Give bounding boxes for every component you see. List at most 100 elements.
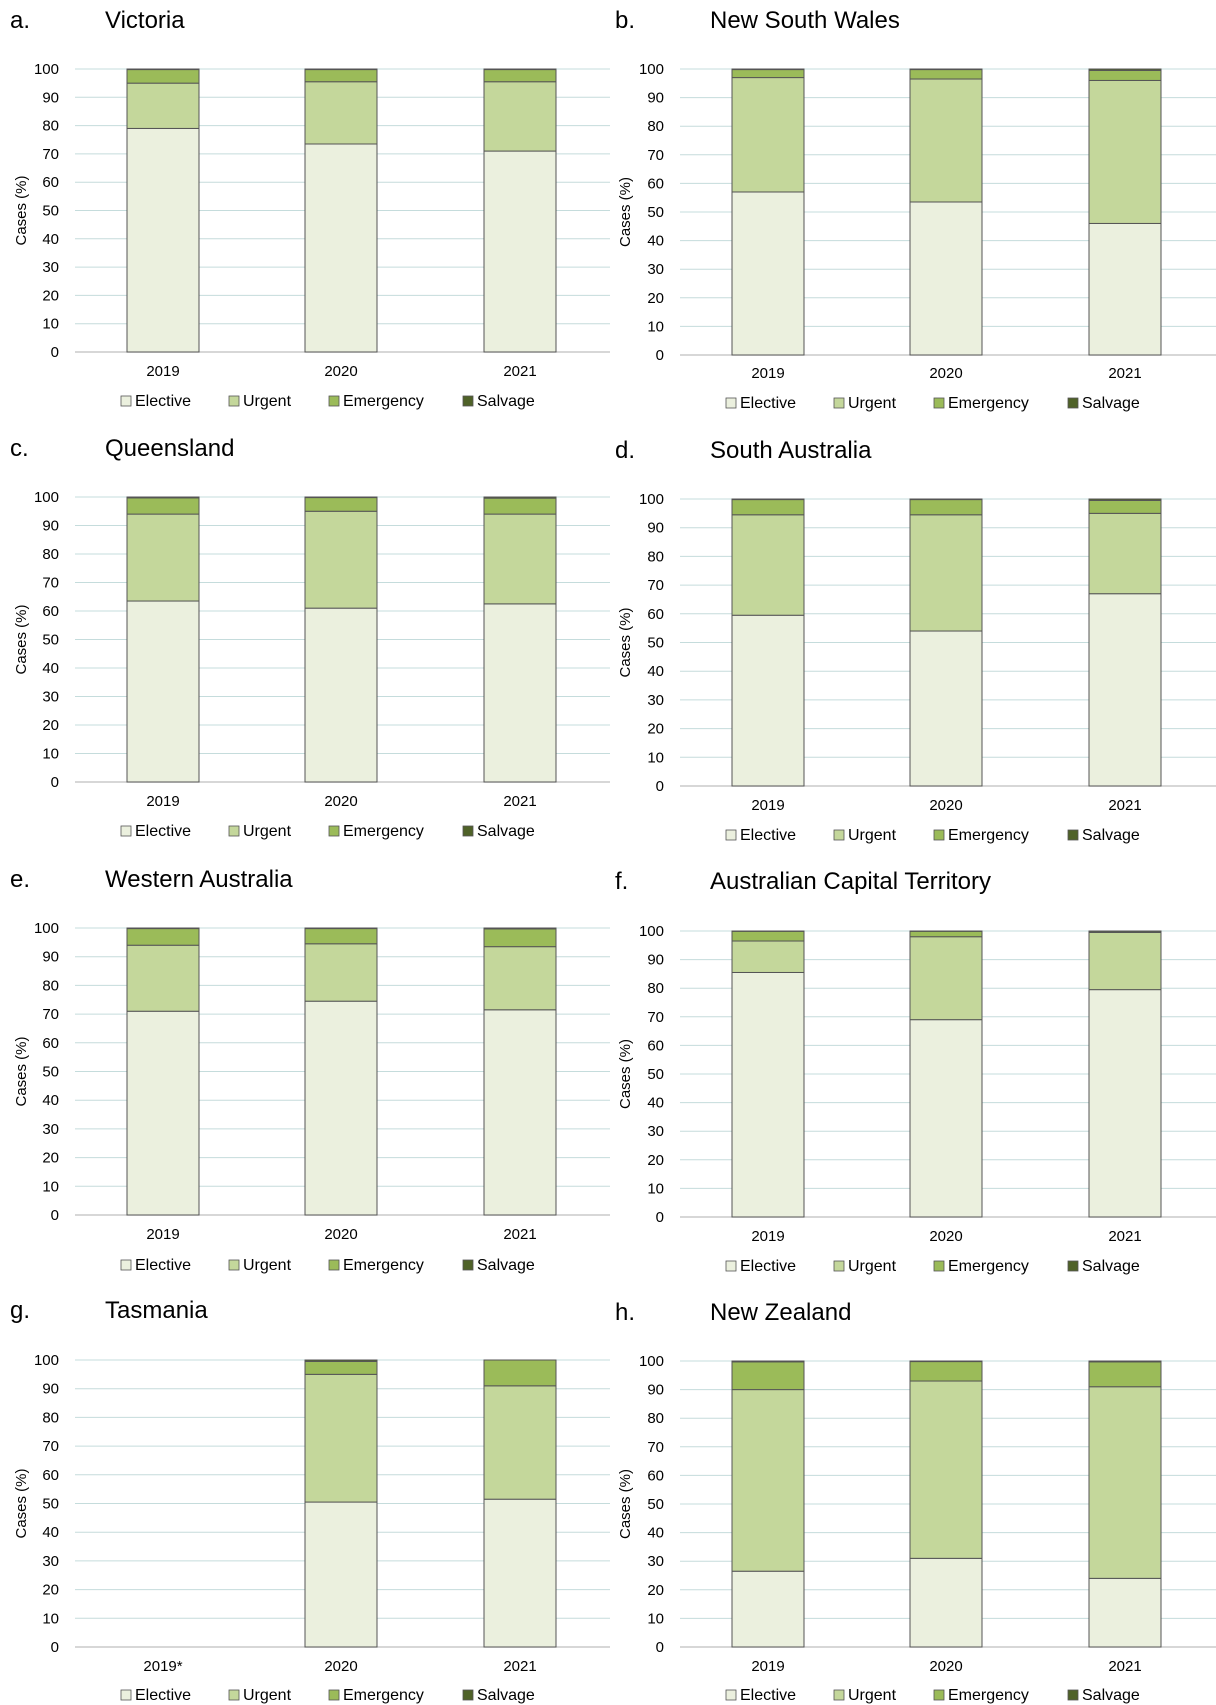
bar-emergency-2020 bbox=[304, 497, 378, 512]
y-tick-label: 40 bbox=[42, 1092, 59, 1109]
legend-swatch-urgent bbox=[228, 395, 240, 407]
bar-salvage-2020 bbox=[909, 498, 983, 501]
panel-label: h. bbox=[615, 1299, 635, 1326]
x-tick-label: 2021 bbox=[1108, 1228, 1141, 1245]
y-tick-label: 10 bbox=[647, 1610, 664, 1627]
bar-emergency-2019 bbox=[126, 928, 200, 946]
y-tick-label: 0 bbox=[51, 344, 59, 361]
y-axis-label: Cases (%) bbox=[13, 604, 30, 674]
bar-salvage-2021 bbox=[483, 496, 557, 499]
legend-swatch-urgent bbox=[228, 1259, 240, 1271]
bar-urgent-2020 bbox=[304, 1373, 378, 1503]
bar-urgent-2021 bbox=[483, 513, 557, 605]
bar-elective-2021 bbox=[483, 603, 557, 783]
legend-label: Emergency bbox=[948, 1258, 1029, 1275]
bar-salvage-2021 bbox=[483, 68, 557, 71]
chart-panel-h: h. New Zealand 0 10 20 30 40 50 60 70 80 90 100 Cases… bbox=[615, 1299, 1216, 1704]
y-tick-label: 30 bbox=[42, 689, 59, 706]
legend-swatch-emergency bbox=[328, 825, 340, 837]
legend-label: Elective bbox=[135, 823, 191, 840]
bar-salvage-2019 bbox=[731, 68, 805, 71]
chart-title: Western Australia bbox=[105, 866, 293, 893]
x-tick-label: 2019 bbox=[146, 1226, 179, 1243]
bar-elective-2021 bbox=[483, 150, 557, 353]
bar-emergency-2020 bbox=[304, 69, 378, 83]
bar-urgent-2021 bbox=[1088, 79, 1162, 224]
bar-salvage-2019 bbox=[126, 68, 200, 71]
bar-urgent-2021 bbox=[483, 1385, 557, 1500]
bar-elective-2019 bbox=[126, 127, 200, 353]
y-tick-label: 10 bbox=[42, 1178, 59, 1195]
bar-salvage-2020 bbox=[304, 1359, 378, 1362]
y-tick-label: 50 bbox=[42, 1496, 59, 1513]
legend-swatch-salvage bbox=[1067, 1260, 1079, 1272]
y-tick-label: 70 bbox=[42, 1006, 59, 1023]
y-axis-label: Cases (%) bbox=[617, 1039, 634, 1109]
x-tick-label: 2020 bbox=[929, 1658, 962, 1675]
y-tick-label: 40 bbox=[42, 1524, 59, 1541]
panel-label: f. bbox=[615, 868, 628, 895]
bar-salvage-2020 bbox=[909, 1360, 983, 1363]
y-tick-label: 60 bbox=[42, 174, 59, 191]
x-tick-label: 2019 bbox=[751, 365, 784, 382]
legend-swatch-urgent bbox=[833, 397, 845, 409]
panel-label: e. bbox=[10, 866, 30, 893]
y-tick-label: 20 bbox=[42, 717, 59, 734]
y-tick-label: 100 bbox=[639, 491, 664, 508]
chart-panel-f: f. Australian Capital Territory 0 10 20 30 40 5… bbox=[615, 868, 1216, 1275]
bar-salvage-2019 bbox=[731, 498, 805, 501]
legend-label: Elective bbox=[135, 393, 191, 410]
chart-title: Queensland bbox=[105, 435, 234, 462]
bar-emergency-2020 bbox=[304, 1360, 378, 1375]
bar-urgent-2020 bbox=[909, 936, 983, 1021]
panel-label: c. bbox=[10, 435, 29, 462]
legend-swatch-salvage bbox=[1067, 1689, 1079, 1701]
y-tick-label: 50 bbox=[647, 204, 664, 221]
legend-swatch-emergency bbox=[328, 395, 340, 407]
bar-elective-2019 bbox=[126, 600, 200, 783]
bar-emergency-2020 bbox=[909, 499, 983, 516]
bar-emergency-2019 bbox=[731, 69, 805, 79]
y-tick-label: 100 bbox=[639, 923, 664, 940]
legend-swatch-elective bbox=[725, 1260, 737, 1272]
legend-label: Emergency bbox=[343, 823, 424, 840]
legend-swatch-urgent bbox=[833, 829, 845, 841]
y-tick-label: 90 bbox=[647, 952, 664, 969]
bar-emergency-2019 bbox=[126, 69, 200, 84]
chart-panel-b: b. New South Wales 0 10 20 30 40 50 60 70 80 90 100 C… bbox=[615, 7, 1216, 412]
y-tick-label: 90 bbox=[647, 90, 664, 107]
legend-label: Urgent bbox=[243, 1257, 292, 1274]
bar-urgent-2019 bbox=[126, 944, 200, 1012]
y-tick-label: 20 bbox=[42, 287, 59, 304]
y-tick-label: 10 bbox=[647, 1180, 664, 1197]
y-tick-label: 70 bbox=[647, 577, 664, 594]
legend-swatch-emergency bbox=[933, 1689, 945, 1701]
bar-emergency-2019 bbox=[731, 1361, 805, 1391]
legend-label: Elective bbox=[740, 1258, 796, 1275]
legend-label: Salvage bbox=[477, 393, 535, 410]
y-tick-label: 80 bbox=[647, 548, 664, 565]
bar-elective-2021 bbox=[1088, 593, 1162, 787]
panel-label: g. bbox=[10, 1297, 30, 1324]
y-tick-label: 0 bbox=[51, 1639, 59, 1656]
y-tick-label: 100 bbox=[639, 61, 664, 78]
y-axis-label: Cases (%) bbox=[13, 175, 30, 245]
y-tick-label: 50 bbox=[647, 635, 664, 652]
bar-urgent-2019 bbox=[731, 1389, 805, 1572]
panel-label: d. bbox=[615, 437, 635, 464]
x-tick-label: 2019 bbox=[146, 793, 179, 810]
y-tick-label: 60 bbox=[647, 175, 664, 192]
legend-swatch-elective bbox=[120, 1259, 132, 1271]
y-tick-label: 40 bbox=[42, 660, 59, 677]
y-tick-label: 70 bbox=[647, 147, 664, 164]
bar-elective-2019 bbox=[731, 614, 805, 787]
legend-label: Emergency bbox=[343, 1687, 424, 1704]
bar-emergency-2021 bbox=[483, 69, 557, 83]
x-tick-label: 2021 bbox=[503, 1226, 536, 1243]
y-tick-label: 0 bbox=[656, 347, 664, 364]
legend-label: Urgent bbox=[848, 395, 897, 412]
legend-label: Urgent bbox=[243, 393, 292, 410]
y-tick-label: 60 bbox=[42, 603, 59, 620]
y-tick-label: 60 bbox=[647, 1467, 664, 1484]
